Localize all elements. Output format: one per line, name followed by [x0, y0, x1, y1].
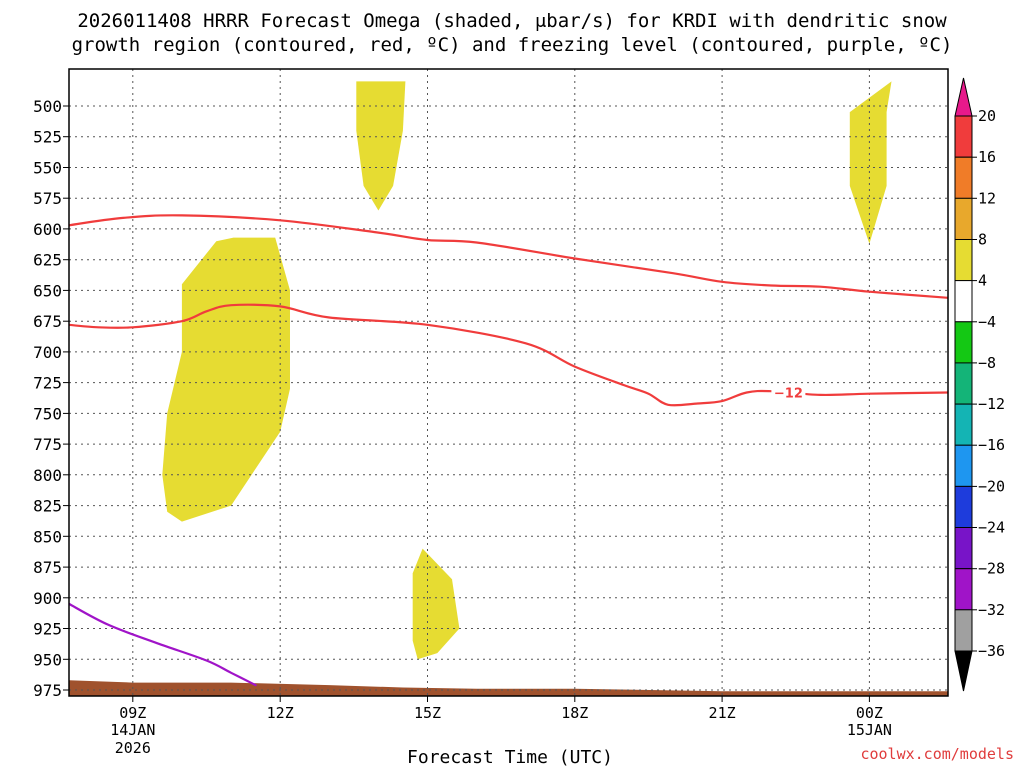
colorbar-swatch-1	[954, 115, 973, 158]
colorbar-swatch-10	[954, 485, 973, 529]
y-tick-label-625: 625	[33, 251, 62, 270]
colorbar-label-8: −12	[978, 395, 1005, 413]
credit-text: coolwx.com/models	[860, 745, 1014, 763]
colorbar-label-9: −16	[978, 436, 1005, 454]
terrain-layer	[69, 680, 948, 696]
colorbar-label-10: −20	[978, 477, 1005, 495]
colorbar-label-6: −4	[978, 313, 996, 331]
y-tick-label-550: 550	[33, 159, 62, 178]
colorbar-label-14: −36	[978, 642, 1005, 660]
colorbar-label-7: −8	[978, 354, 996, 372]
chart-title-line-1: 2026011408 HRRR Forecast Omega (shaded, …	[77, 10, 947, 32]
y-tick-label-675: 675	[33, 312, 62, 331]
colorbar: 20 16 12 8 4 −4 −8 −12 −16 −20 −24 −28 −32 −36	[954, 77, 1005, 692]
y-tick-label-800: 800	[33, 466, 62, 485]
y-tick-label-700: 700	[33, 343, 62, 362]
colorbar-label-11: −24	[978, 519, 1005, 537]
y-tick-label-875: 875	[33, 558, 62, 577]
omega-region-4	[412, 548, 460, 660]
colorbar-swatch-5	[954, 280, 973, 323]
y-tick-label-500: 500	[33, 97, 62, 116]
dgz-contour-1	[69, 214, 948, 299]
omega-shading-layer	[162, 81, 892, 660]
x-tick-date-00Z: 15JAN	[847, 721, 892, 739]
y-tick-label-725: 725	[33, 374, 62, 393]
y-tick-label-525: 525	[33, 128, 62, 147]
contour-label-layer: −12	[771, 384, 806, 402]
colorbar-swatch-2	[954, 156, 973, 199]
y-tick-label-850: 850	[33, 527, 62, 546]
colorbar-swatch-13	[954, 609, 973, 652]
y-tick-label-825: 825	[33, 497, 62, 516]
y-tick-label-900: 900	[33, 589, 62, 608]
terrain-fill	[69, 680, 948, 696]
omega-region-1	[356, 81, 406, 211]
y-tick-label-750: 750	[33, 404, 62, 423]
colorbar-swatch-9	[954, 444, 973, 487]
colorbar-label-5: 4	[978, 272, 987, 290]
colorbar-label-3: 12	[978, 189, 996, 207]
y-tick-label-950: 950	[33, 650, 62, 669]
y-tick-label-600: 600	[33, 220, 62, 239]
grid-layer	[69, 69, 948, 696]
omega-region-3	[162, 237, 290, 522]
x-tick-date-09Z: 14JAN	[110, 721, 155, 739]
colorbar-swatch-6	[954, 321, 973, 364]
dgz-contour-label: −12	[774, 387, 803, 402]
x-tick-label-00Z: 00Z	[856, 704, 883, 722]
colorbar-label-4: 8	[978, 231, 987, 249]
x-tick-label-18Z: 18Z	[561, 704, 588, 722]
x-tick-label-09Z: 09Z	[119, 704, 146, 722]
x-tick-year-09Z: 2026	[115, 739, 151, 757]
colorbar-label-1: 20	[978, 107, 996, 125]
colorbar-label-2: 16	[978, 148, 996, 166]
dgz-contour-2	[69, 303, 948, 407]
x-tick-label-12Z: 12Z	[267, 704, 294, 722]
x-tick-label-15Z: 15Z	[414, 704, 441, 722]
colorbar-bottom-arrow	[954, 650, 973, 692]
omega-region-2	[849, 81, 892, 244]
chart-title-line-2: growth region (contoured, red, ºC) and f…	[72, 34, 953, 56]
x-axis-label: Forecast Time (UTC)	[407, 747, 613, 768]
y-tick-label-775: 775	[33, 435, 62, 454]
freezing-level-contour-1	[69, 602, 257, 687]
y-tick-label-650: 650	[33, 281, 62, 300]
colorbar-swatch-11	[954, 527, 973, 570]
y-tick-label-925: 925	[33, 620, 62, 639]
x-tick-label-21Z: 21Z	[709, 704, 736, 722]
dgz-label-bg	[771, 384, 806, 401]
contour-layer	[69, 214, 948, 687]
colorbar-swatch-7	[954, 362, 973, 405]
colorbar-swatch-3	[954, 197, 973, 241]
pressure-axis: 500 525 550 575 600 625 650 675 700 725 750 775 800 8…	[33, 97, 69, 700]
plot-area	[69, 69, 948, 696]
colorbar-top-arrow	[954, 77, 973, 117]
y-tick-label-975: 975	[33, 681, 62, 700]
colorbar-swatch-4	[954, 239, 973, 282]
colorbar-label-12: −28	[978, 560, 1005, 578]
colorbar-swatch-8	[954, 403, 973, 446]
colorbar-label-13: −32	[978, 601, 1005, 619]
colorbar-swatch-12	[954, 568, 973, 611]
y-tick-label-575: 575	[33, 189, 62, 208]
